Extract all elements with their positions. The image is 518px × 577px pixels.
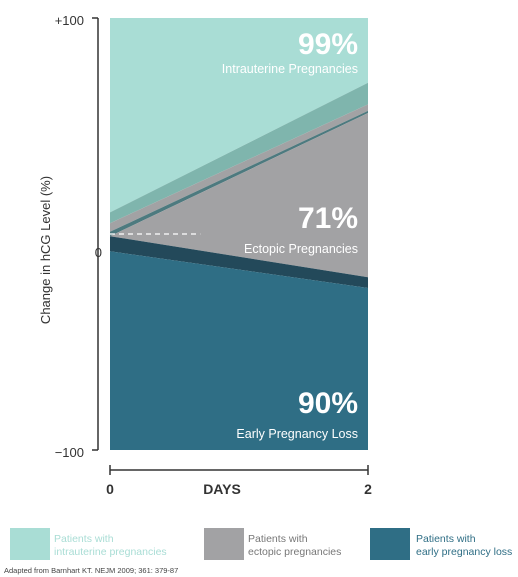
y-tick-label-zero: 0 bbox=[95, 245, 102, 260]
intrauterine-region-label: Intrauterine Pregnancies bbox=[222, 62, 358, 76]
loss-percent-label: 90% bbox=[298, 387, 358, 420]
loss-region-label: Early Pregnancy Loss bbox=[236, 427, 358, 441]
area-ectopic-lower bbox=[110, 113, 368, 278]
y-tick-label-top: +100 bbox=[55, 13, 84, 28]
legend-intrauterine-line2: intrauterine pregnancies bbox=[54, 546, 167, 558]
x-tick-label-start: 0 bbox=[106, 481, 114, 497]
legend-loss-line1: Patients with bbox=[416, 533, 476, 545]
ectopic-region-label: Ectopic Pregnancies bbox=[244, 242, 358, 256]
area-ectopic bbox=[110, 104, 368, 232]
x-tick-label-end: 2 bbox=[364, 481, 372, 497]
x-axis-label: DAYS bbox=[203, 481, 241, 497]
intrauterine-percent-label: 99% bbox=[298, 28, 358, 61]
ectopic-percent-label: 71% bbox=[298, 202, 358, 235]
legend-swatch-0 bbox=[10, 528, 50, 560]
legend-swatch-1 bbox=[204, 528, 244, 560]
band-loss-edge bbox=[110, 236, 368, 288]
band-ectopic-edge bbox=[110, 110, 368, 237]
y-axis-label: Change in hCG Level (%) bbox=[38, 176, 53, 324]
band-intrauterine-edge bbox=[110, 82, 368, 224]
legend-loss-line2: early pregnancy loss bbox=[416, 546, 512, 558]
area-early-loss bbox=[110, 251, 368, 450]
legend-ectopic-line1: Patients with bbox=[248, 533, 308, 545]
y-tick-label-bottom: −100 bbox=[55, 445, 84, 460]
source-note: Adapted from Barnhart KT. NEJM 2009; 361… bbox=[4, 566, 178, 575]
legend-intrauterine-line1: Patients with bbox=[54, 533, 114, 545]
area-intrauterine bbox=[110, 18, 368, 213]
legend-ectopic-line2: ectopic pregnancies bbox=[248, 546, 341, 558]
legend-swatch-2 bbox=[370, 528, 410, 560]
